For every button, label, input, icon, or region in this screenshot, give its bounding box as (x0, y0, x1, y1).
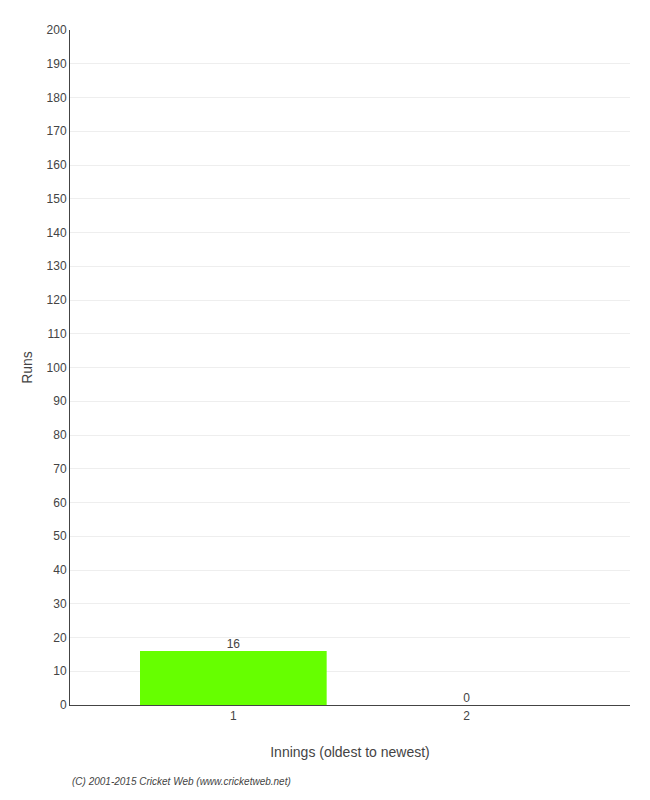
svg-text:40: 40 (53, 563, 67, 577)
svg-text:10: 10 (53, 664, 67, 678)
svg-text:20: 20 (53, 631, 67, 645)
svg-text:110: 110 (47, 327, 66, 341)
svg-text:2: 2 (463, 709, 470, 723)
svg-text:80: 80 (53, 428, 67, 442)
svg-text:180: 180 (47, 91, 67, 105)
svg-text:1: 1 (230, 709, 237, 723)
svg-text:50: 50 (53, 529, 67, 543)
svg-text:200: 200 (47, 23, 67, 37)
svg-text:130: 130 (47, 259, 67, 273)
svg-text:150: 150 (47, 192, 67, 206)
svg-text:0: 0 (463, 691, 470, 705)
svg-text:90: 90 (53, 394, 67, 408)
svg-text:120: 120 (47, 293, 67, 307)
svg-text:16: 16 (227, 637, 241, 651)
svg-text:190: 190 (47, 57, 67, 71)
svg-text:160: 160 (47, 158, 67, 172)
svg-text:Innings (oldest to newest): Innings (oldest to newest) (270, 744, 430, 760)
svg-text:30: 30 (53, 597, 67, 611)
svg-text:170: 170 (47, 124, 67, 138)
svg-text:0: 0 (60, 698, 67, 712)
svg-text:70: 70 (53, 462, 67, 476)
svg-text:140: 140 (47, 226, 67, 240)
svg-text:Runs: Runs (19, 351, 35, 384)
svg-text:100: 100 (47, 361, 67, 375)
svg-text:60: 60 (53, 496, 67, 510)
svg-text:(C) 2001-2015 Cricket Web (www: (C) 2001-2015 Cricket Web (www.cricketwe… (72, 776, 291, 787)
